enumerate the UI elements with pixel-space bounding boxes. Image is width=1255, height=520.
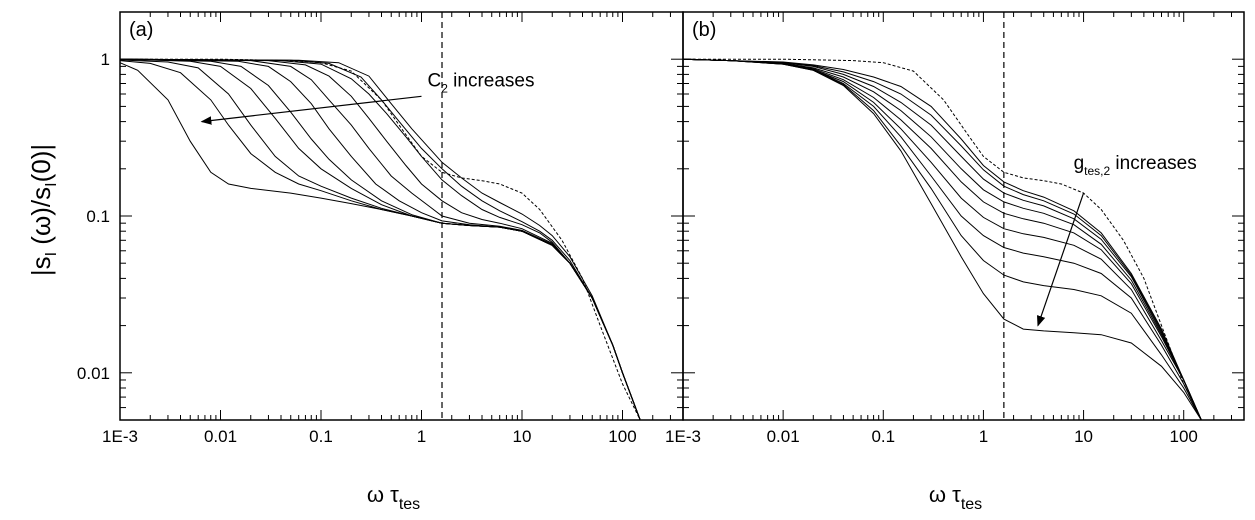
series-line-4 [120,58,641,420]
x-tick-label: 1E-3 [102,427,138,446]
plot-frame [682,11,1245,421]
annotation-rest: increases [1110,153,1197,174]
x-tick-label: 1 [979,427,988,446]
series-line-11 [120,58,641,420]
y-label-part3: (0)| [26,144,56,183]
y-tick-label: 0.1 [86,207,110,226]
series-line-9 [120,58,641,420]
x-tick-label: 1E-3 [665,427,701,446]
series-line-7 [683,58,1202,420]
x-tick-label: 100 [608,427,636,446]
annotation-sub: tes,2 [1084,164,1110,178]
series-line-6 [683,58,1202,420]
x-label-sub: tes [961,496,982,513]
series-line-9 [683,58,1202,420]
y-label-sub1: I [43,252,60,256]
series-line-5 [683,58,1202,420]
x-tick-label: 100 [1170,427,1198,446]
series-line-2 [683,58,1202,420]
annotation-main: g [1074,153,1085,174]
annotation-text: gtes,2 increases [1074,153,1197,178]
annotation-main: C [427,70,441,91]
x-label-sub: tes [399,496,420,513]
y-tick-label: 1 [101,50,110,69]
series-line-3 [120,59,641,420]
x-axis-label: ω τtes [367,482,420,513]
annotation-text: C2 increases [427,70,534,95]
x-label-main: ω τ [367,482,399,507]
panel-a: 1E-3 0.01 0.1 1 10 100 0.01 0.1 1 ω τtes (a) C2 inc… [77,11,684,513]
series-line-3 [683,58,1202,420]
x-tick-label: 0.1 [309,427,333,446]
series-line-7 [120,58,641,420]
series-line-8 [120,58,641,420]
x-axis-label: ω τtes [929,482,982,513]
panel-b: 1E-3 0.01 0.1 1 10 100 ω τtes (b) gtes,2 increas… [665,11,1245,513]
x-label-main: ω τ [929,482,961,507]
y-label-part2: (ω)/s [26,187,56,252]
y-axis-label: |sI (ω)/sI(0)| [26,144,60,276]
series-line-8 [683,58,1202,420]
series-line-2 [120,60,641,420]
tick-marks [682,11,1245,421]
panel-label: (a) [129,19,153,41]
x-tick-label: 10 [513,427,532,446]
reference-curve [683,58,1202,420]
y-label-sub2: I [43,182,60,186]
series-line-4 [683,58,1202,420]
x-tick-label: 0.01 [767,427,800,446]
annotation-rest: increases [448,70,535,91]
series-line-10 [120,58,641,420]
x-tick-label: 10 [1074,427,1093,446]
y-label-part1: |s [26,256,56,276]
annotation-sub: 2 [441,81,448,95]
panel-label: (b) [692,19,716,41]
annotation-arrow [200,95,422,125]
reference-curve [120,58,641,420]
x-tick-label: 0.01 [204,427,237,446]
series-line-5 [120,58,641,420]
series-line-6 [120,58,641,420]
annotation-arrow [1036,192,1085,327]
x-tick-label: 1 [417,427,426,446]
series-line-1 [683,58,1202,420]
y-tick-label: 0.01 [77,364,110,383]
x-tick-label: 0.1 [871,427,895,446]
